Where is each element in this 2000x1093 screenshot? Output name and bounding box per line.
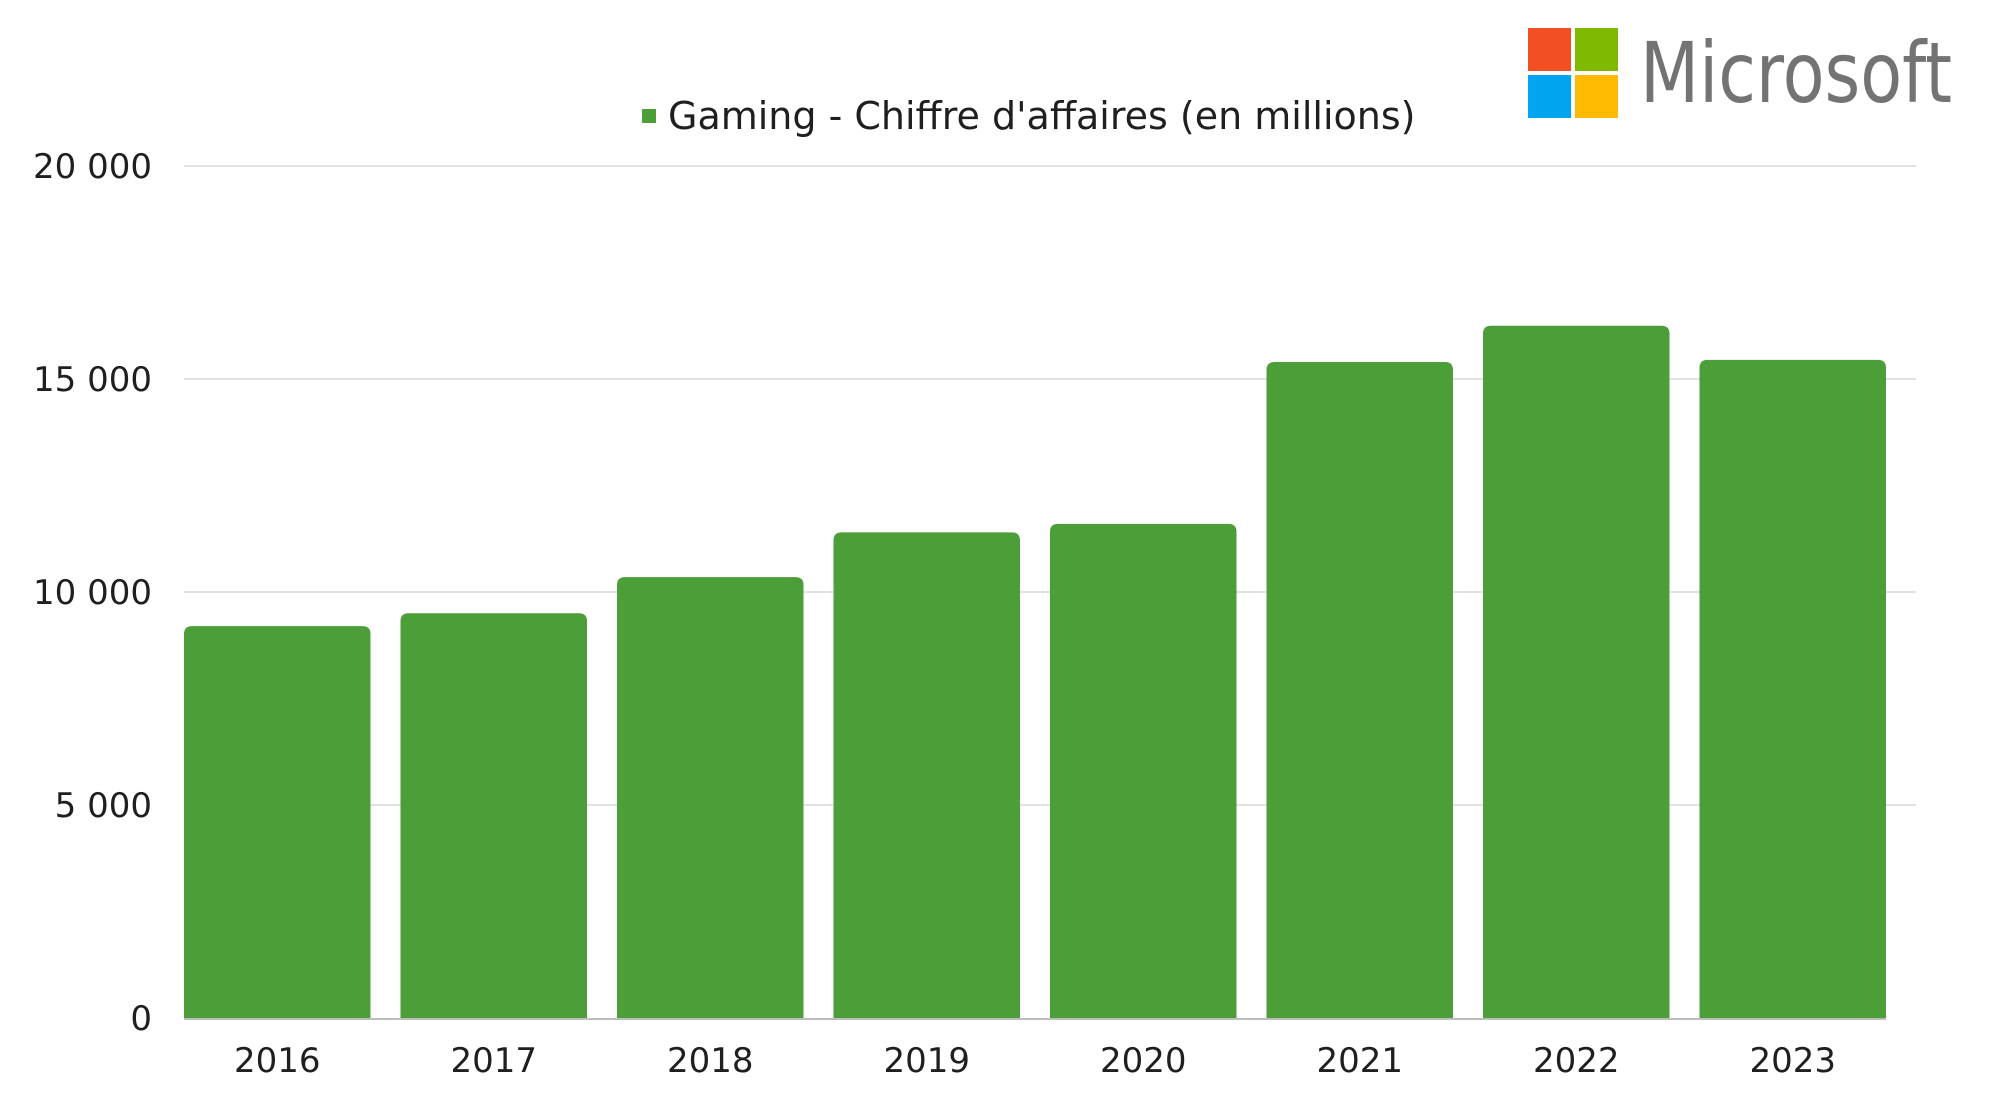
logo-square-green (1575, 28, 1618, 71)
bar-2023 (1699, 359, 1886, 1019)
bars (184, 325, 1886, 1019)
y-tick-label: 15 000 (33, 360, 152, 400)
logo-square-red (1528, 28, 1571, 71)
x-tick-label: 2018 (667, 1041, 754, 1081)
bar-2017 (400, 613, 587, 1018)
y-tick-label: 20 000 (33, 147, 152, 187)
y-tick-label: 0 (130, 999, 152, 1039)
bar-2016 (184, 626, 371, 1018)
x-axis-ticks: 2016 2017 2018 2019 2020 2021 2022 2023 (234, 1041, 1836, 1081)
logo-square-blue (1528, 75, 1571, 118)
legend-swatch (642, 109, 656, 123)
y-axis-ticks: 0 5 000 10 000 15 000 20 000 (33, 147, 152, 1039)
y-tick-label: 10 000 (33, 573, 152, 613)
legend: Gaming - Chiffre d'affaires (en millions… (642, 94, 1415, 138)
x-tick-label: 2017 (450, 1041, 537, 1081)
x-tick-label: 2016 (234, 1041, 321, 1081)
logo-wordmark: Microsoft (1640, 24, 1952, 122)
x-tick-label: 2020 (1100, 1041, 1187, 1081)
bar-2022 (1483, 325, 1670, 1018)
y-tick-label: 5 000 (55, 786, 152, 826)
logo-square-yellow (1575, 75, 1618, 118)
microsoft-logo: Microsoft (1528, 24, 1952, 122)
x-tick-label: 2023 (1749, 1041, 1836, 1081)
x-tick-label: 2019 (883, 1041, 970, 1081)
bar-2020 (1050, 523, 1237, 1018)
bar-2018 (617, 577, 804, 1018)
bar-2021 (1266, 361, 1453, 1019)
bar-2019 (833, 532, 1020, 1018)
legend-label: Gaming - Chiffre d'affaires (en millions… (668, 94, 1415, 138)
x-tick-label: 2021 (1316, 1041, 1403, 1081)
x-tick-label: 2022 (1533, 1041, 1620, 1081)
